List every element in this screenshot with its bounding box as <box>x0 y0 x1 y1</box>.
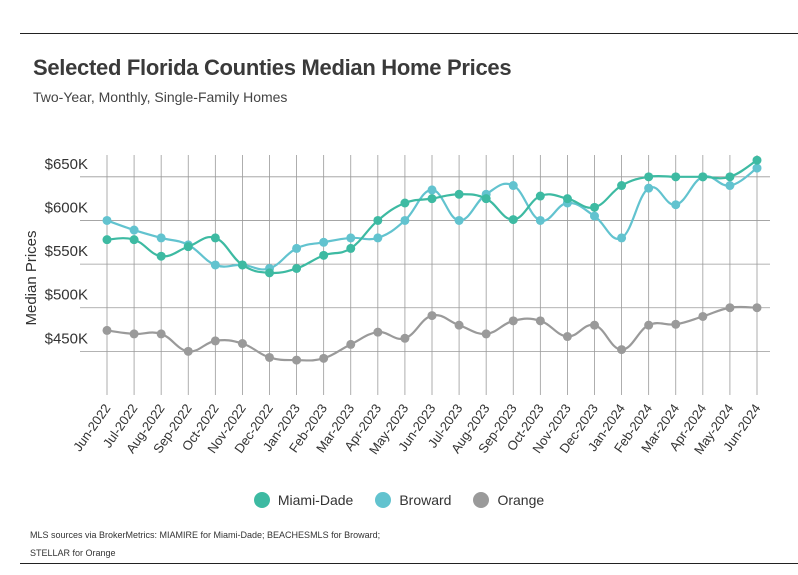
data-point-miami-dade <box>752 155 762 165</box>
data-point-miami-dade <box>373 215 383 225</box>
source-note-line2: STELLAR for Orange <box>30 548 116 558</box>
data-point-orange <box>129 329 139 339</box>
data-point-miami-dade <box>210 233 220 243</box>
data-point-orange <box>400 333 410 343</box>
data-point-broward <box>346 233 356 243</box>
y-tick-label: $500K <box>45 287 88 304</box>
data-point-broward <box>427 185 437 195</box>
data-point-miami-dade <box>508 215 518 225</box>
data-point-broward <box>590 211 599 221</box>
data-point-broward <box>617 233 627 243</box>
data-point-miami-dade <box>454 189 464 199</box>
data-point-miami-dade <box>102 235 112 245</box>
data-point-orange <box>292 355 302 365</box>
data-point-broward <box>156 233 166 243</box>
data-point-miami-dade <box>183 242 193 252</box>
legend-item-broward: Broward <box>375 492 451 508</box>
legend-item-orange: Orange <box>473 492 544 508</box>
legend-label-orange: Orange <box>497 492 545 508</box>
data-point-miami-dade <box>156 251 166 261</box>
top-rule <box>20 33 798 34</box>
data-point-miami-dade <box>590 202 599 212</box>
data-point-miami-dade <box>237 260 247 270</box>
data-point-orange <box>752 303 762 313</box>
legend: Miami-Dade Broward Orange <box>0 492 798 508</box>
data-point-orange <box>373 327 383 337</box>
data-point-orange <box>698 311 708 321</box>
data-point-orange <box>481 329 491 339</box>
data-point-orange <box>454 320 464 330</box>
legend-label-broward: Broward <box>399 492 452 508</box>
data-point-miami-dade <box>481 194 491 204</box>
data-point-orange <box>644 320 654 330</box>
source-note-line1: MLS sources via BrokerMetrics: MIAMIRE f… <box>30 530 381 540</box>
legend-swatch-miami-dade <box>253 492 270 508</box>
data-point-miami-dade <box>617 181 627 191</box>
data-point-miami-dade <box>644 172 654 182</box>
data-point-orange <box>427 311 437 321</box>
data-point-broward <box>508 181 518 191</box>
data-point-broward <box>319 237 329 247</box>
data-point-broward <box>129 225 139 235</box>
data-point-orange <box>102 325 112 335</box>
data-point-orange <box>508 316 518 326</box>
data-point-miami-dade <box>129 235 139 245</box>
data-point-miami-dade <box>535 191 545 201</box>
data-point-orange <box>562 332 572 342</box>
data-point-orange <box>210 336 220 346</box>
data-point-miami-dade <box>265 268 274 278</box>
data-point-broward <box>454 215 464 225</box>
data-point-miami-dade <box>671 172 681 182</box>
y-tick-label: $550K <box>45 243 88 260</box>
legend-label-miami-dade: Miami-Dade <box>277 492 354 508</box>
data-point-broward <box>725 181 735 191</box>
data-point-broward <box>535 215 545 225</box>
data-point-orange <box>617 345 627 355</box>
data-point-broward <box>210 260 220 270</box>
data-point-miami-dade <box>725 172 735 182</box>
data-point-orange <box>265 352 274 362</box>
data-point-miami-dade <box>346 243 356 253</box>
legend-swatch-orange <box>473 492 490 508</box>
data-point-miami-dade <box>292 263 302 273</box>
data-point-broward <box>292 243 302 253</box>
y-tick-label: $450K <box>45 330 88 347</box>
data-point-orange <box>156 329 166 339</box>
data-point-broward <box>671 200 681 210</box>
data-point-broward <box>400 215 410 225</box>
legend-swatch-broward <box>375 492 392 508</box>
data-point-orange <box>183 346 193 356</box>
data-point-miami-dade <box>427 194 437 204</box>
data-point-orange <box>535 316 545 326</box>
data-point-miami-dade <box>698 172 708 182</box>
y-tick-label: $650K <box>45 156 88 173</box>
data-point-broward <box>752 163 762 173</box>
data-point-orange <box>319 353 329 363</box>
chart-title: Selected Florida Counties Median Home Pr… <box>33 55 512 80</box>
y-axis-label: Median Prices <box>23 230 40 325</box>
data-point-broward <box>644 183 654 193</box>
bottom-rule <box>20 563 798 564</box>
y-tick-label: $600K <box>45 199 88 216</box>
data-point-broward <box>373 233 383 243</box>
data-point-miami-dade <box>319 250 329 260</box>
data-point-orange <box>725 303 735 313</box>
data-point-miami-dade <box>562 194 572 204</box>
chart-subtitle: Two-Year, Monthly, Single-Family Homes <box>33 89 288 105</box>
data-point-orange <box>590 320 599 330</box>
data-point-broward <box>102 215 112 225</box>
data-point-miami-dade <box>400 198 410 208</box>
data-point-orange <box>346 339 356 349</box>
data-point-orange <box>671 319 681 329</box>
legend-item-miami-dade: Miami-Dade <box>253 492 354 508</box>
data-point-orange <box>237 339 247 349</box>
